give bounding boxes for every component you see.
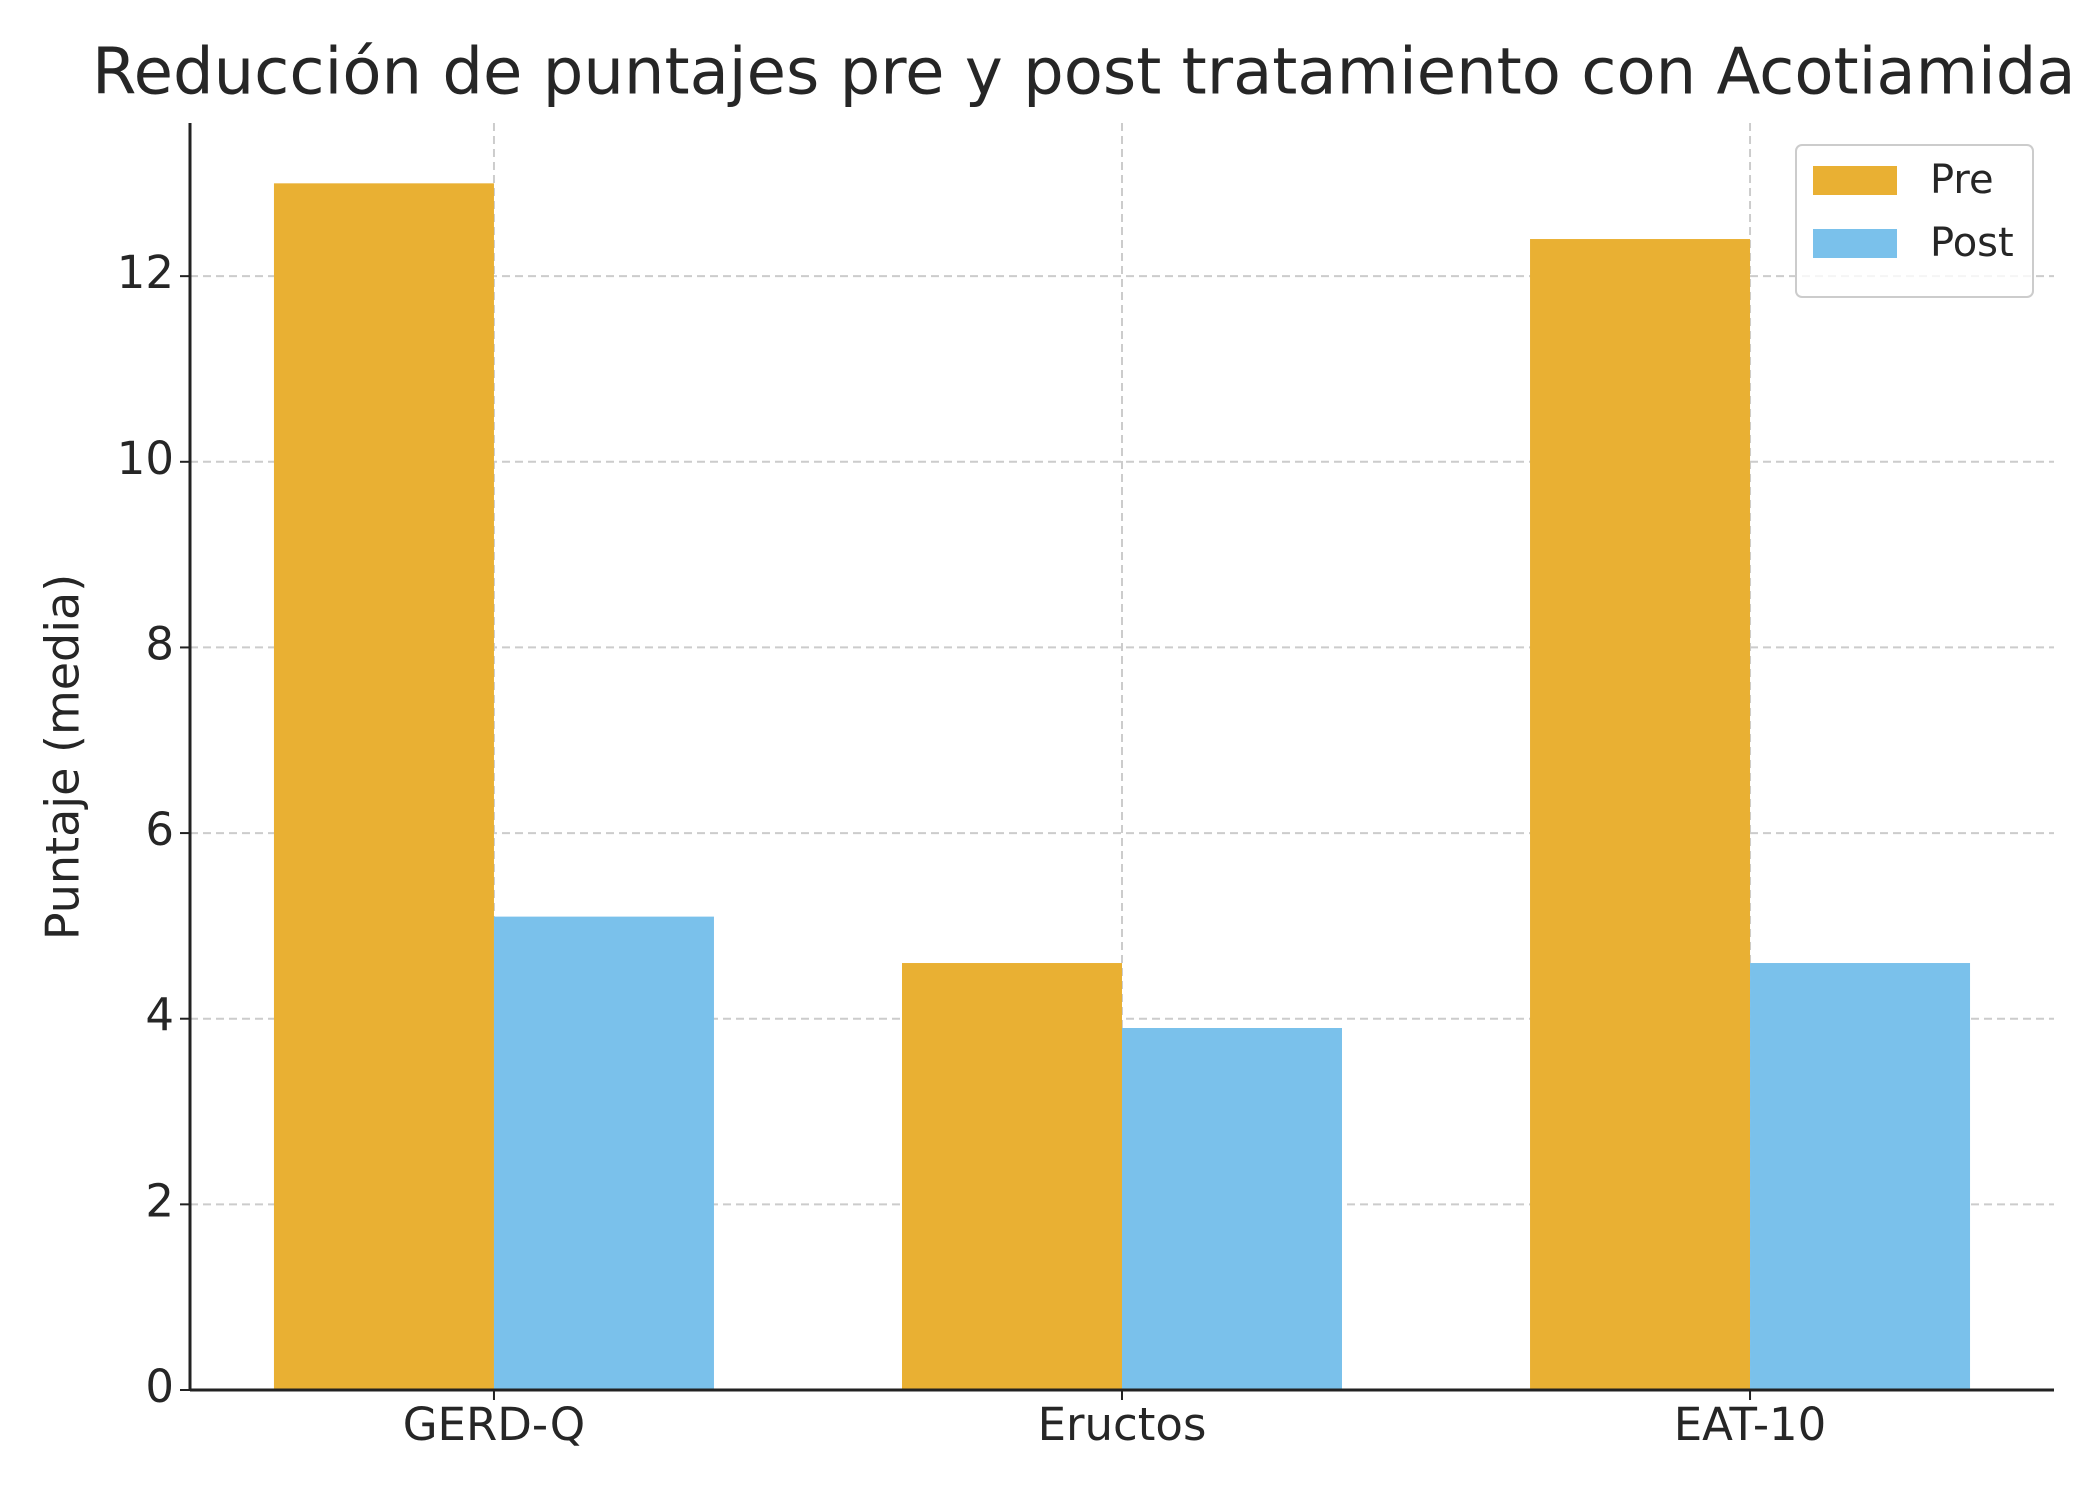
y-tick-label: 2 xyxy=(145,1174,174,1227)
x-tick-label: EAT-10 xyxy=(1674,1398,1827,1451)
bar xyxy=(493,916,714,1390)
bar xyxy=(273,183,494,1390)
chart-title: Reducción de puntajes pre y post tratami… xyxy=(92,36,2076,110)
bar xyxy=(902,963,1122,1390)
legend-swatch xyxy=(1813,166,1897,195)
y-tick-label: 6 xyxy=(145,803,174,856)
y-tick-label: 8 xyxy=(145,617,174,670)
x-tick-label: GERD-Q xyxy=(403,1398,586,1451)
legend-label: Post xyxy=(1930,220,2014,266)
bar xyxy=(1530,239,1751,1390)
y-axis-label: Puntaje (media) xyxy=(36,574,90,940)
y-tick-label: 12 xyxy=(117,246,174,299)
legend-label: Pre xyxy=(1930,157,1994,203)
y-tick-label: 10 xyxy=(117,432,174,485)
bar xyxy=(1750,963,1971,1390)
legend: Pre Post xyxy=(1795,144,2034,298)
bar xyxy=(1122,1028,1342,1390)
legend-swatch xyxy=(1813,229,1897,258)
y-tick-label: 4 xyxy=(145,989,174,1042)
y-tick-label: 0 xyxy=(145,1360,174,1413)
x-tick-label: Eructos xyxy=(1038,1398,1207,1451)
